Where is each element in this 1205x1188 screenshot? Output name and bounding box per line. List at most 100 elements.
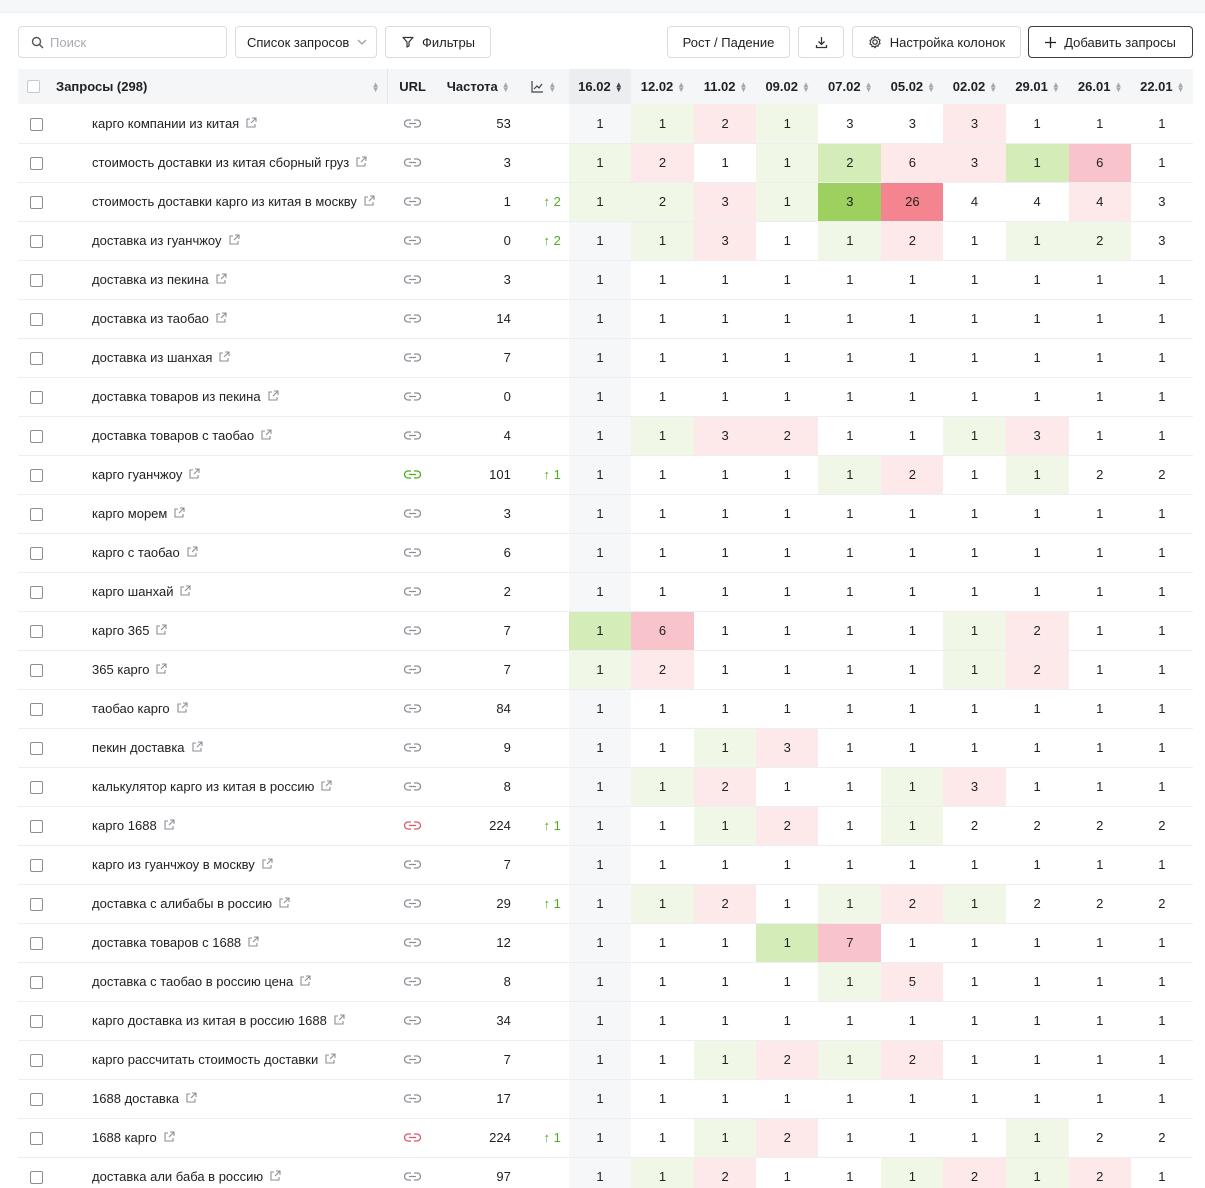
row-checkbox[interactable] — [30, 274, 43, 288]
select-all-checkbox[interactable] — [26, 80, 40, 93]
link-icon[interactable] — [404, 1055, 422, 1064]
table-row[interactable]: доставка из пекина 3 1 1 1 1 1 1 1 1 1 1 — [18, 260, 1193, 300]
column-settings-button[interactable]: Настройка колонок — [852, 26, 1021, 58]
table-row[interactable]: карго шанхай 2 1 1 1 1 1 1 1 1 1 1 — [18, 572, 1193, 612]
query-text[interactable]: карго рассчитать стоимость доставки — [92, 1052, 319, 1067]
date-header[interactable]: 11.02 ▲ ▼ — [694, 69, 757, 104]
link-icon[interactable] — [404, 431, 422, 440]
link-icon[interactable] — [404, 275, 422, 284]
table-row[interactable]: 365 карго 7 1 2 1 1 1 1 1 2 1 1 — [18, 650, 1193, 690]
frequency-header[interactable]: Частота ▲ ▼ — [437, 69, 518, 104]
external-link-icon[interactable] — [173, 507, 185, 519]
query-text[interactable]: таобао карго — [92, 701, 170, 716]
link-icon[interactable] — [404, 821, 422, 830]
dynamics-header[interactable]: ▲ ▼ — [517, 69, 569, 104]
table-row[interactable]: стоимость доставки карго из китая в моск… — [18, 182, 1193, 222]
row-checkbox[interactable] — [30, 1054, 43, 1068]
date-header[interactable]: 07.02 ▲ ▼ — [818, 69, 882, 104]
row-checkbox[interactable] — [30, 937, 43, 951]
external-link-icon[interactable] — [186, 546, 198, 558]
query-text[interactable]: карго с таобао — [92, 545, 180, 560]
external-link-icon[interactable] — [176, 702, 188, 714]
date-header[interactable]: 09.02 ▲ ▼ — [756, 69, 819, 104]
date-header[interactable]: 29.01 ▲ ▼ — [1005, 69, 1069, 104]
external-link-icon[interactable] — [320, 780, 332, 792]
link-icon[interactable] — [404, 626, 422, 635]
link-icon[interactable] — [404, 509, 422, 518]
link-icon[interactable] — [404, 470, 422, 479]
link-icon[interactable] — [404, 353, 422, 362]
link-icon[interactable] — [404, 860, 422, 869]
row-checkbox[interactable] — [30, 469, 43, 483]
link-icon[interactable] — [404, 977, 422, 986]
link-icon[interactable] — [404, 704, 422, 713]
external-link-icon[interactable] — [267, 390, 279, 402]
row-checkbox[interactable] — [30, 820, 43, 834]
query-text[interactable]: доставка с алибабы в россию — [92, 896, 273, 911]
external-link-icon[interactable] — [163, 1131, 175, 1143]
link-icon[interactable] — [404, 119, 422, 128]
query-text[interactable]: карго из гуанчжоу в москву — [92, 857, 255, 872]
link-icon[interactable] — [404, 392, 422, 401]
external-link-icon[interactable] — [269, 1170, 281, 1182]
query-text[interactable]: карго доставка из китая в россию 1688 — [92, 1013, 327, 1028]
query-text[interactable]: доставка товаров с 1688 — [92, 935, 242, 950]
queries-header[interactable]: Запросы (298) ▲ ▼ — [48, 69, 388, 104]
row-checkbox[interactable] — [30, 196, 43, 210]
table-row[interactable]: таобао карго 84 1 1 1 1 1 1 1 1 1 1 — [18, 689, 1193, 729]
table-row[interactable]: доставка товаров с 1688 12 1 1 1 1 7 1 1 1 1 1 — [18, 923, 1193, 963]
query-text[interactable]: 1688 карго — [92, 1130, 157, 1145]
add-queries-button[interactable]: Добавить запросы — [1028, 26, 1193, 58]
date-header[interactable]: 02.02 ▲ ▼ — [943, 69, 1006, 104]
external-link-icon[interactable] — [228, 234, 240, 246]
table-row[interactable]: карго доставка из китая в россию 1688 34 1… — [18, 1001, 1193, 1041]
external-link-icon[interactable] — [185, 1092, 197, 1104]
row-checkbox[interactable] — [30, 313, 43, 327]
query-text[interactable]: 1688 доставка — [92, 1091, 180, 1106]
link-icon[interactable] — [404, 587, 422, 596]
link-icon[interactable] — [404, 1094, 422, 1103]
table-row[interactable]: стоимость доставки из китая сборный груз… — [18, 143, 1193, 183]
query-text[interactable]: калькулятор карго из китая в россию — [92, 779, 315, 794]
row-checkbox[interactable] — [30, 547, 43, 561]
download-button[interactable] — [798, 26, 844, 58]
row-checkbox[interactable] — [30, 117, 43, 131]
table-row[interactable]: карго из гуанчжоу в москву 7 1 1 1 1 1 1 1 1 1 1 — [18, 845, 1193, 885]
row-checkbox[interactable] — [30, 781, 43, 795]
query-list-select[interactable]: Список запросов — [235, 26, 377, 58]
link-icon[interactable] — [404, 236, 422, 245]
row-checkbox[interactable] — [30, 703, 43, 717]
link-icon[interactable] — [404, 899, 422, 908]
row-checkbox[interactable] — [30, 625, 43, 639]
external-link-icon[interactable] — [215, 273, 227, 285]
row-checkbox[interactable] — [30, 157, 43, 171]
external-link-icon[interactable] — [155, 624, 168, 636]
row-checkbox[interactable] — [30, 898, 43, 912]
row-checkbox[interactable] — [30, 352, 43, 366]
external-link-icon[interactable] — [278, 897, 290, 909]
query-text[interactable]: стоимость доставки карго из китая в моск… — [92, 194, 357, 209]
query-text[interactable]: карго морем — [92, 506, 168, 521]
table-row[interactable]: доставка из таобао 14 1 1 1 1 1 1 1 1 1 1 — [18, 299, 1193, 339]
table-row[interactable]: карго 365 7 1 6 1 1 1 1 1 2 1 1 — [18, 611, 1193, 651]
row-checkbox[interactable] — [30, 391, 43, 405]
external-link-icon[interactable] — [188, 468, 200, 480]
row-checkbox[interactable] — [30, 1093, 43, 1107]
query-text[interactable]: доставка из шанхая — [92, 350, 213, 365]
link-icon[interactable] — [404, 548, 422, 557]
row-checkbox[interactable] — [30, 430, 43, 444]
table-row[interactable]: доставка товаров из пекина 0 1 1 1 1 1 1 1 1 1 1 — [18, 377, 1193, 417]
external-link-icon[interactable] — [247, 936, 259, 948]
table-row[interactable]: доставка из шанхая 7 1 1 1 1 1 1 1 1 1 1 — [18, 338, 1193, 378]
query-text[interactable]: карго шанхай — [92, 584, 174, 599]
external-link-icon[interactable] — [299, 975, 311, 987]
query-text[interactable]: 365 карго — [92, 662, 150, 677]
filters-button[interactable]: Фильтры — [385, 26, 491, 58]
row-checkbox[interactable] — [30, 1132, 43, 1146]
external-link-icon[interactable] — [215, 312, 227, 324]
row-checkbox[interactable] — [30, 976, 43, 990]
